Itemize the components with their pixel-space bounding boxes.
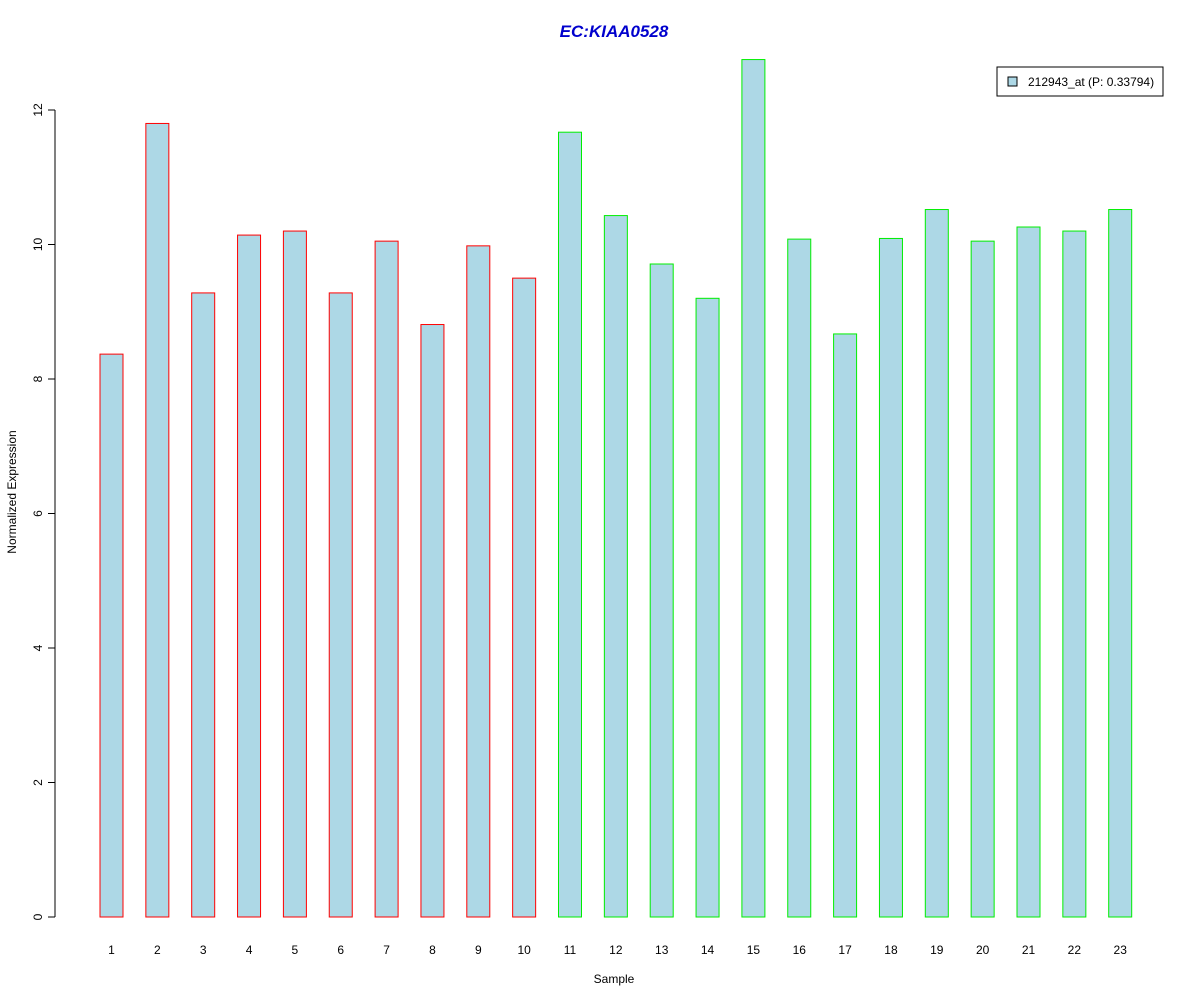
x-tick-label: 6 bbox=[337, 943, 344, 957]
bar-sample-15 bbox=[741, 59, 766, 918]
x-tick-label: 23 bbox=[1114, 943, 1128, 957]
bars-group bbox=[99, 59, 1133, 918]
x-tick-label: 11 bbox=[564, 943, 577, 957]
x-axis-labels: 1 2 3 4 5 6 7 8 9 10 11 12 13 14 15 16 17 18 19 20 21 22 23 bbox=[108, 943, 1127, 957]
bar-sample-14 bbox=[695, 297, 720, 918]
bar-sample-17 bbox=[833, 333, 858, 918]
x-tick-label: 1 bbox=[108, 943, 115, 957]
x-tick-label: 22 bbox=[1068, 943, 1082, 957]
bar-sample-22 bbox=[1062, 230, 1087, 918]
x-axis-title: Sample bbox=[594, 972, 635, 986]
x-tick-label: 4 bbox=[246, 943, 253, 957]
bar-sample-13 bbox=[649, 263, 674, 918]
y-tick-label: 12 bbox=[31, 103, 45, 117]
x-tick-label: 17 bbox=[838, 943, 852, 957]
legend: 212943_at (P: 0.33794) bbox=[996, 66, 1164, 97]
bar-sample-1 bbox=[99, 353, 124, 918]
x-tick-label: 21 bbox=[1022, 943, 1036, 957]
bar-sample-5 bbox=[282, 230, 307, 918]
bar-sample-18 bbox=[878, 237, 903, 918]
y-tick-label: 10 bbox=[31, 238, 45, 252]
y-axis-title: Normalized Expression bbox=[5, 430, 19, 553]
y-axis: 0 2 4 6 8 10 12 bbox=[31, 103, 56, 920]
bar-sample-6 bbox=[328, 292, 353, 918]
x-tick-label: 12 bbox=[609, 943, 623, 957]
x-tick-label: 10 bbox=[517, 943, 531, 957]
bar-sample-19 bbox=[924, 209, 949, 918]
x-tick-label: 13 bbox=[655, 943, 669, 957]
bar-sample-10 bbox=[512, 277, 537, 918]
bar-sample-16 bbox=[787, 238, 812, 918]
bar-sample-21 bbox=[1016, 226, 1041, 918]
x-tick-label: 14 bbox=[701, 943, 715, 957]
x-tick-label: 3 bbox=[200, 943, 207, 957]
bar-sample-12 bbox=[603, 215, 628, 918]
bar-sample-7 bbox=[374, 240, 399, 918]
bar-sample-4 bbox=[237, 234, 262, 918]
x-tick-label: 18 bbox=[884, 943, 898, 957]
x-tick-label: 19 bbox=[930, 943, 944, 957]
bar-sample-11 bbox=[558, 131, 582, 918]
y-tick-label: 2 bbox=[31, 779, 45, 786]
bar-sample-9 bbox=[466, 245, 491, 918]
x-tick-label: 5 bbox=[292, 943, 299, 957]
x-tick-label: 2 bbox=[154, 943, 161, 957]
bar-sample-20 bbox=[970, 240, 995, 918]
y-tick-label: 0 bbox=[31, 913, 45, 920]
y-tick-label: 4 bbox=[31, 644, 45, 651]
bar-sample-23 bbox=[1108, 209, 1133, 918]
bar-sample-8 bbox=[420, 324, 445, 918]
chart-title: EC:KIAA0528 bbox=[560, 22, 669, 41]
x-tick-label: 9 bbox=[475, 943, 482, 957]
bar-sample-3 bbox=[191, 292, 216, 918]
y-tick-label: 6 bbox=[31, 510, 45, 517]
y-tick-label: 8 bbox=[31, 375, 45, 382]
x-tick-label: 8 bbox=[429, 943, 436, 957]
legend-label: 212943_at (P: 0.33794) bbox=[1028, 75, 1154, 89]
x-tick-label: 7 bbox=[383, 943, 390, 957]
x-tick-label: 16 bbox=[793, 943, 807, 957]
legend-swatch bbox=[1007, 76, 1018, 87]
x-tick-label: 20 bbox=[976, 943, 990, 957]
legend-box bbox=[996, 66, 1164, 97]
x-tick-label: 15 bbox=[747, 943, 761, 957]
bar-sample-2 bbox=[145, 122, 170, 918]
